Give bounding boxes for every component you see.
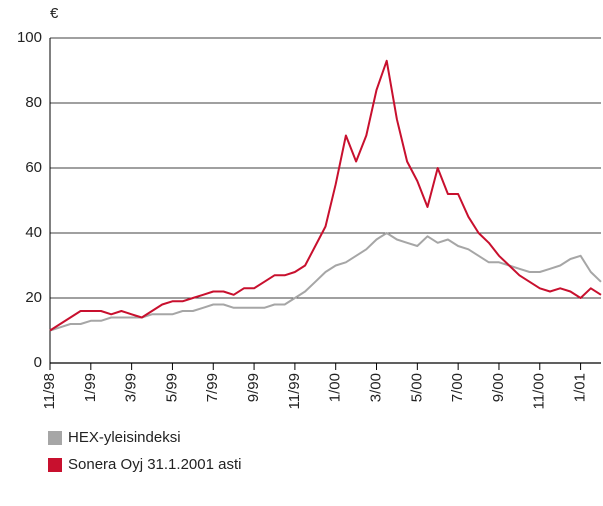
legend-label: HEX-yleisindeksi — [68, 429, 181, 446]
x-tick-label: 1/99 — [82, 373, 99, 402]
y-tick-label: 0 — [34, 354, 42, 371]
x-tick-label: 9/99 — [245, 373, 262, 402]
x-tick-label: 1/01 — [572, 373, 589, 402]
y-tick-label: 20 — [25, 289, 42, 306]
y-unit: € — [50, 5, 59, 22]
x-tick-label: 11/99 — [286, 373, 303, 409]
x-tick-label: 9/00 — [490, 373, 507, 402]
y-tick-label: 100 — [17, 29, 42, 46]
y-tick-label: 80 — [25, 94, 42, 111]
legend-swatch — [48, 458, 62, 472]
x-tick-label: 7/99 — [204, 373, 221, 402]
x-tick-label: 7/00 — [449, 373, 466, 402]
x-tick-label: 1/00 — [327, 373, 344, 402]
x-tick-label: 11/98 — [41, 373, 58, 409]
legend-swatch — [48, 431, 62, 445]
series-line — [49, 59, 602, 332]
x-tick-label: 11/00 — [531, 373, 548, 409]
x-tick-label: 3/00 — [367, 373, 384, 402]
x-tick-label: 5/99 — [163, 373, 180, 402]
y-tick-label: 40 — [25, 224, 42, 241]
legend-label: Sonera Oyj 31.1.2001 asti — [68, 456, 241, 473]
x-tick-label: 3/99 — [123, 373, 140, 402]
x-tick-label: 5/00 — [408, 373, 425, 402]
y-tick-label: 60 — [25, 159, 42, 176]
series-line — [49, 232, 602, 332]
